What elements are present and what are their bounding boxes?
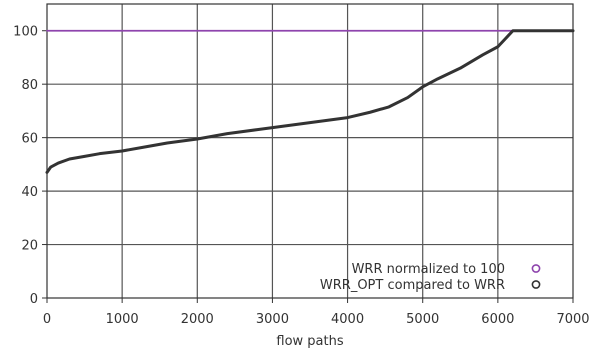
legend-label-1: WRR_OPT compared to WRR: [320, 278, 505, 293]
y-tick-label-40: 40: [21, 185, 38, 200]
x-tick-label-7000: 7000: [556, 312, 589, 327]
x-tick-label-3000: 3000: [256, 312, 289, 327]
x-tick-label-0: 0: [43, 312, 51, 327]
x-axis-label: flow paths: [276, 334, 343, 349]
y-tick-label-100: 100: [13, 25, 38, 40]
y-tick-label-0: 0: [30, 292, 38, 307]
x-tick-label-5000: 5000: [406, 312, 439, 327]
x-tick-label-4000: 4000: [331, 312, 364, 327]
legend-label-0: WRR normalized to 100: [352, 262, 505, 277]
x-tick-label-2000: 2000: [181, 312, 214, 327]
x-tick-label-6000: 6000: [481, 312, 514, 327]
legend-marker-1: [531, 280, 541, 289]
y-tick-label-20: 20: [21, 239, 38, 254]
plot-frame: [46, 3, 574, 299]
y-tick-label-60: 60: [21, 132, 38, 147]
series-line-1: [45, 29, 575, 174]
y-tick-label-80: 80: [21, 78, 38, 93]
x-tick-label-1000: 1000: [106, 312, 139, 327]
legend-marker-0: [531, 264, 541, 273]
